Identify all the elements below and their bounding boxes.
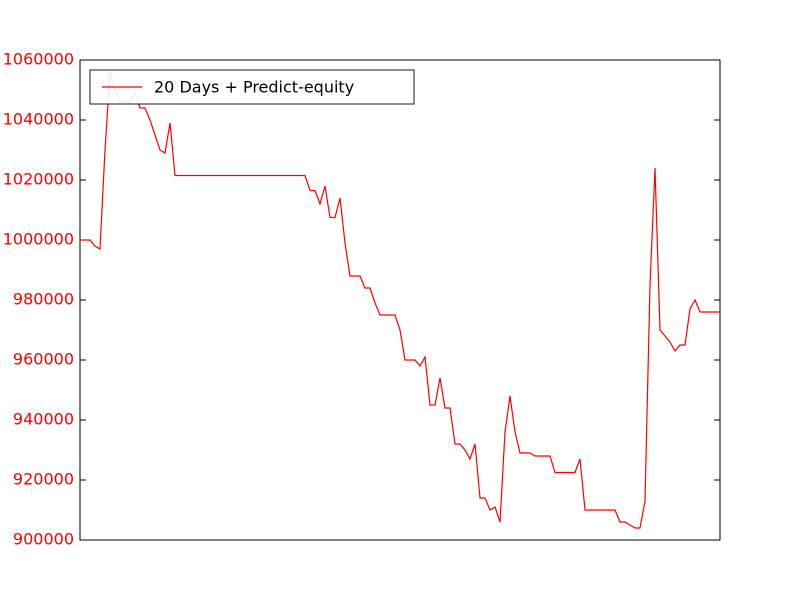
- y-tick-label: 1020000: [3, 170, 74, 189]
- y-tick-label: 1040000: [3, 110, 74, 129]
- y-tick-label: 1000000: [3, 230, 74, 249]
- y-tick-label: 980000: [13, 290, 74, 309]
- line-series: [80, 71, 720, 529]
- plot-area: [79, 59, 721, 541]
- y-tick-label: 940000: [13, 410, 74, 429]
- y-tick-label: 900000: [13, 530, 74, 549]
- y-tick-label: 920000: [13, 470, 74, 489]
- legend-box: [89, 69, 415, 105]
- y-tick-label: 960000: [13, 350, 74, 369]
- legend-label: 20 Days + Predict-equity: [154, 78, 354, 97]
- y-tick-label: 1060000: [3, 50, 74, 69]
